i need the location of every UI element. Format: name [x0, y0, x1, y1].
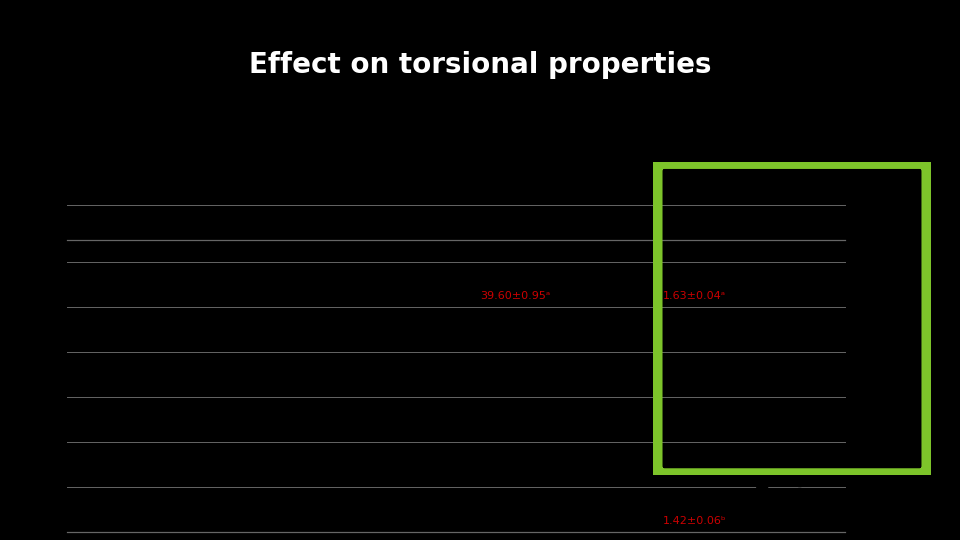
- Text: 11: 11: [916, 518, 931, 531]
- Text: Control: Control: [67, 246, 108, 256]
- Text: 32.35±1.41ᵇ: 32.35±1.41ᵇ: [480, 448, 551, 458]
- Text: Faba protein AGT: Faba protein AGT: [67, 493, 162, 503]
- Text: 1.49±0.04ᵃᵇ: 1.49±0.04ᵃᵇ: [662, 493, 731, 503]
- Text: 29.51±2.78ᵇ: 29.51±2.78ᵇ: [480, 381, 551, 391]
- Text: 1.50: 1.50: [307, 493, 332, 503]
- Text: 1.54±0.06ᵃᵇ: 1.54±0.06ᵃᵇ: [662, 471, 731, 481]
- Text: 29.73±1.38ᵇ: 29.73±1.38ᵇ: [480, 336, 551, 346]
- Text: 1.50: 1.50: [307, 313, 332, 323]
- Text: 1.50: 1.50: [307, 359, 332, 368]
- Text: 1.51±0.05ᵃᵇ: 1.51±0.05ᵃᵇ: [662, 403, 731, 413]
- Text: 3.00: 3.00: [307, 381, 332, 391]
- Text: Fabelle cotyledon: Fabelle cotyledon: [67, 403, 165, 413]
- Text: 28.80±2.73ᵇ: 28.80±2.73ᵇ: [480, 493, 551, 503]
- Text: Effect on torsional properties: Effect on torsional properties: [249, 51, 711, 79]
- Text: 30.26±3.18ᵇ: 30.26±3.18ᵇ: [480, 268, 551, 279]
- Text: 1.56±0.08ᵃᵇ: 1.56±0.08ᵃᵇ: [662, 268, 731, 279]
- Text: 1.55±0.06ᵃᵇ: 1.55±0.06ᵃᵇ: [662, 246, 731, 256]
- Text: Malik cotyledon: Malik cotyledon: [67, 359, 155, 368]
- Text: 3.00: 3.00: [307, 471, 332, 481]
- Text: Torsion: Torsion: [756, 485, 828, 503]
- Text: 3.00: 3.00: [307, 426, 332, 436]
- Text: 31.63±4.47ᵇ: 31.63±4.47ᵇ: [480, 403, 551, 413]
- Text: 29.87±3.17ᵇ: 29.87±3.17ᵇ: [480, 471, 551, 481]
- Text: 29.09±2.80ᵇ: 29.09±2.80ᵇ: [480, 313, 551, 323]
- Text: Faba starch AGT: Faba starch AGT: [67, 448, 157, 458]
- Text: 1.50: 1.50: [307, 403, 332, 413]
- Text: 1.49±0.09ᵃᵇ: 1.49±0.09ᵃᵇ: [662, 381, 731, 391]
- Text: 1.63±0.04ᵃ: 1.63±0.04ᵃ: [662, 291, 726, 301]
- Text: Binder: Binder: [67, 216, 110, 229]
- Text: Shear stress (kPa): Shear stress (kPa): [480, 216, 602, 229]
- Text: Pea starch Parrheim: Pea starch Parrheim: [67, 313, 179, 323]
- Text: 3.00: 3.00: [307, 291, 332, 301]
- Text: 3.00: 3.00: [307, 336, 332, 346]
- Text: 1.52±0.10ᵃᵇ: 1.52±0.10ᵃᵇ: [662, 313, 731, 323]
- Text: 27.28±2.10ᵇ: 27.28±2.10ᵇ: [480, 516, 551, 525]
- Text: Wheat flour Robinhood: Wheat flour Robinhood: [67, 268, 195, 279]
- Text: 31.68±2.68ᵇ: 31.68±2.68ᵇ: [480, 426, 551, 436]
- Text: 29.29±1.28ᵇ: 29.29±1.28ᵇ: [480, 359, 551, 368]
- Text: 1.53±0.05ᵃᵇ: 1.53±0.05ᵃᵇ: [662, 426, 731, 436]
- Text: 1.50: 1.50: [307, 448, 332, 458]
- Text: 3.00: 3.00: [307, 516, 332, 525]
- Text: 39.60±0.95ᵃ: 39.60±0.95ᵃ: [480, 291, 550, 301]
- Text: 1.50±0.10ᵃᵇ: 1.50±0.10ᵃᵇ: [662, 359, 731, 368]
- Text: 0.00: 0.00: [307, 246, 332, 256]
- Text: Binder level %: Binder level %: [307, 216, 402, 229]
- Text: Shear strain: Shear strain: [662, 216, 744, 229]
- Text: 29.29±1.66ᵇ: 29.29±1.66ᵇ: [480, 246, 551, 256]
- Text: 1.47±0.05ᵃᵇ: 1.47±0.05ᵃᵇ: [662, 448, 731, 458]
- Text: 1.50±0.05ᵃᵇ: 1.50±0.05ᵃᵇ: [662, 336, 731, 346]
- Text: 1.42±0.06ᵇ: 1.42±0.06ᵇ: [662, 516, 726, 525]
- Text: 1.50: 1.50: [307, 268, 332, 279]
